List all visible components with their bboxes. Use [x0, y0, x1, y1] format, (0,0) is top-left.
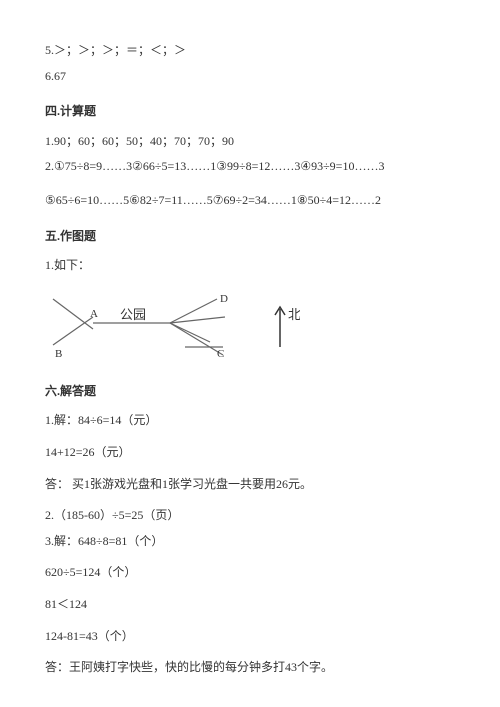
answer-5: 5.＞；＞；＞；＝；＜；＞ — [45, 40, 455, 62]
north-arrow: 北 — [270, 297, 300, 357]
sec4-line1: 1.90；60；60；50；40；70；70；90 — [45, 131, 455, 153]
diagram-label-b: B — [55, 348, 62, 360]
diagram-label-c: C — [217, 348, 224, 360]
section-4-title: 四.计算题 — [45, 101, 455, 123]
sec6-line8: 124-81=43（个） — [45, 626, 455, 648]
diagram-row: A B 公园 C D 北 — [45, 287, 455, 367]
sec6-line3: 答： 买1张游戏光盘和1张学习光盘一共要用26元。 — [45, 474, 455, 496]
sec5-line1: 1.如下： — [45, 255, 455, 277]
north-label: 北 — [288, 307, 300, 322]
sec4-line2: 2.①75÷8=9……3②66÷5=13……1③99÷8=12……3④93÷9=… — [45, 156, 455, 178]
sec6-line7: 81＜124 — [45, 594, 455, 616]
section-6-title: 六.解答题 — [45, 381, 455, 403]
section-5-title: 五.作图题 — [45, 226, 455, 248]
sec6-line9: 答：王阿姨打字快些，快的比慢的每分钟多打43个字。 — [45, 657, 455, 679]
sec6-line2: 14+12=26（元） — [45, 442, 455, 464]
answer-6: 6.67 — [45, 66, 455, 88]
sec6-line4: 2.（185-60）÷5=25（页） — [45, 505, 455, 527]
sec6-line5: 3.解：648÷8=81（个） — [45, 531, 455, 553]
diagram-label-park: 公园 — [120, 307, 146, 322]
sec6-line1: 1.解：84÷6=14（元） — [45, 410, 455, 432]
park-diagram: A B 公园 C D — [45, 287, 245, 367]
sec4-line3: ⑤65÷6=10……5⑥82÷7=11……5⑦69÷2=34……1⑧50÷4=1… — [45, 190, 455, 212]
diagram-label-d: D — [220, 293, 228, 305]
sec6-line6: 620÷5=124（个） — [45, 562, 455, 584]
diagram-label-a: A — [90, 308, 98, 320]
